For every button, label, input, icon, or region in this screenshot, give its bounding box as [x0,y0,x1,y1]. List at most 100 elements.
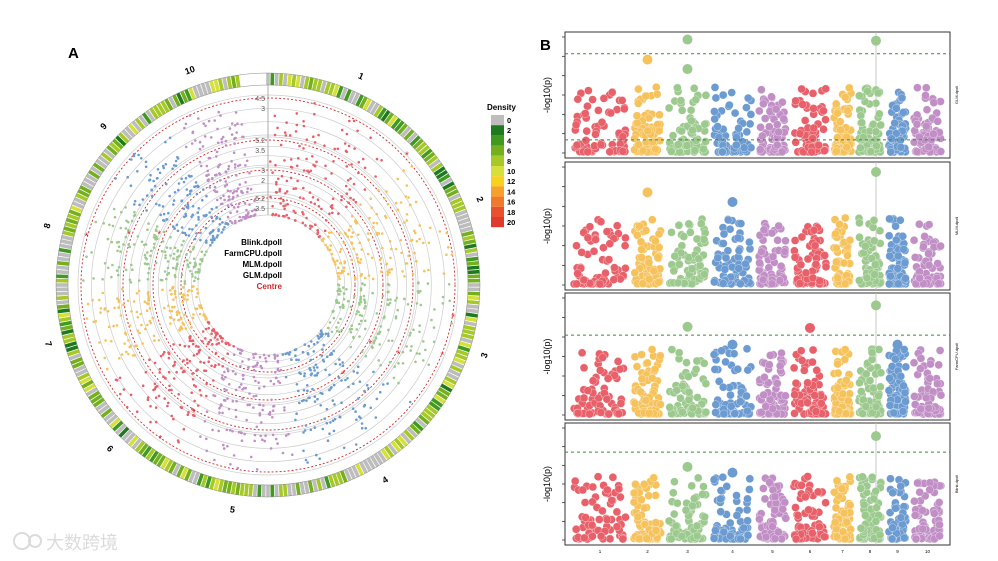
density-segment [311,479,319,492]
circular-point [196,404,200,407]
circular-point [183,280,187,283]
manhattan-point [654,229,664,239]
density-segment [431,397,444,408]
circular-point [179,405,183,409]
panel-name-label: GLM.dpoll [954,86,959,104]
circular-point [276,354,279,358]
density-segment [61,234,74,242]
circular-point [153,184,157,188]
circular-point [342,266,346,270]
circular-point [352,182,356,186]
density-segment [464,316,478,323]
manhattan-point [602,515,612,524]
circular-point [127,243,130,246]
circular-point [339,317,342,321]
circular-point [132,214,136,218]
circular-point [176,310,179,313]
circular-point [370,206,373,209]
circular-point [237,219,241,223]
circular-point [129,393,133,397]
circular-point [186,263,190,267]
circular-point [166,260,170,263]
density-segment [58,316,72,323]
circular-point [159,354,163,358]
circular-point [232,206,236,209]
circular-point [248,171,251,175]
manhattan-point [834,407,844,416]
circular-point [243,201,247,205]
circular-point [117,273,120,277]
density-segment [467,274,480,279]
manhattan-point [736,279,745,288]
density-segment [156,102,166,115]
circular-point [228,428,232,432]
density-segment [347,90,356,104]
density-segment [209,80,216,93]
chromosome-label: 1 [357,71,366,82]
circular-point [224,180,227,183]
circular-point [383,315,386,319]
circular-point [358,335,361,338]
manhattan-point [610,371,619,380]
significant-marker: * [397,349,401,360]
circular-point [387,290,390,294]
circular-point [332,309,335,313]
circular-point [313,141,317,144]
manhattan-point [649,266,658,276]
circular-point [149,404,152,408]
circular-point [294,354,297,358]
density-segment [60,239,73,246]
circular-point [191,275,194,278]
circular-point [272,404,276,408]
circular-point [335,329,339,333]
density-segment [230,75,237,89]
manhattan-point [631,480,640,489]
manhattan-point [595,279,605,289]
circular-point [242,215,246,219]
circular-point [438,230,442,233]
manhattan-point [720,265,730,274]
density-segment [397,123,408,135]
circular-point [210,332,213,336]
circular-point [119,392,122,396]
circular-point [350,214,354,218]
circular-point [181,231,185,234]
circular-point [183,126,186,130]
circular-point [405,345,409,348]
density-segment [332,84,340,97]
circular-point [332,349,336,353]
density-segment [100,407,113,419]
y-axis-label: -log10(p) [542,466,552,502]
circular-point [137,279,141,282]
circular-point [337,275,340,278]
circular-point [277,214,281,217]
circular-point [162,375,165,379]
circular-point [197,218,200,221]
manhattan-point [725,225,735,234]
manhattan-point [773,120,782,129]
manhattan-point [673,83,682,92]
circular-point [124,268,128,272]
manhattan-point [621,264,630,273]
manhattan-point [922,122,931,131]
circular-point [426,282,430,285]
circular-point [276,126,279,130]
manhattan-point [901,397,910,406]
density-segment [172,463,181,476]
circular-point [194,262,197,266]
density-segment [412,420,424,432]
density-segment [315,478,323,491]
circular-point [157,339,161,342]
circular-point [403,221,406,224]
manhattan-point [919,242,928,251]
circular-point [211,343,214,346]
circular-point [150,188,153,192]
circular-point [365,384,369,387]
track-axis-label: 5.2 [255,138,265,145]
circular-point [197,207,201,210]
circular-point [190,272,194,276]
manhattan-point [911,511,920,520]
circular-point [307,170,311,174]
density-segment [299,481,306,495]
manhattan-point [859,500,869,510]
